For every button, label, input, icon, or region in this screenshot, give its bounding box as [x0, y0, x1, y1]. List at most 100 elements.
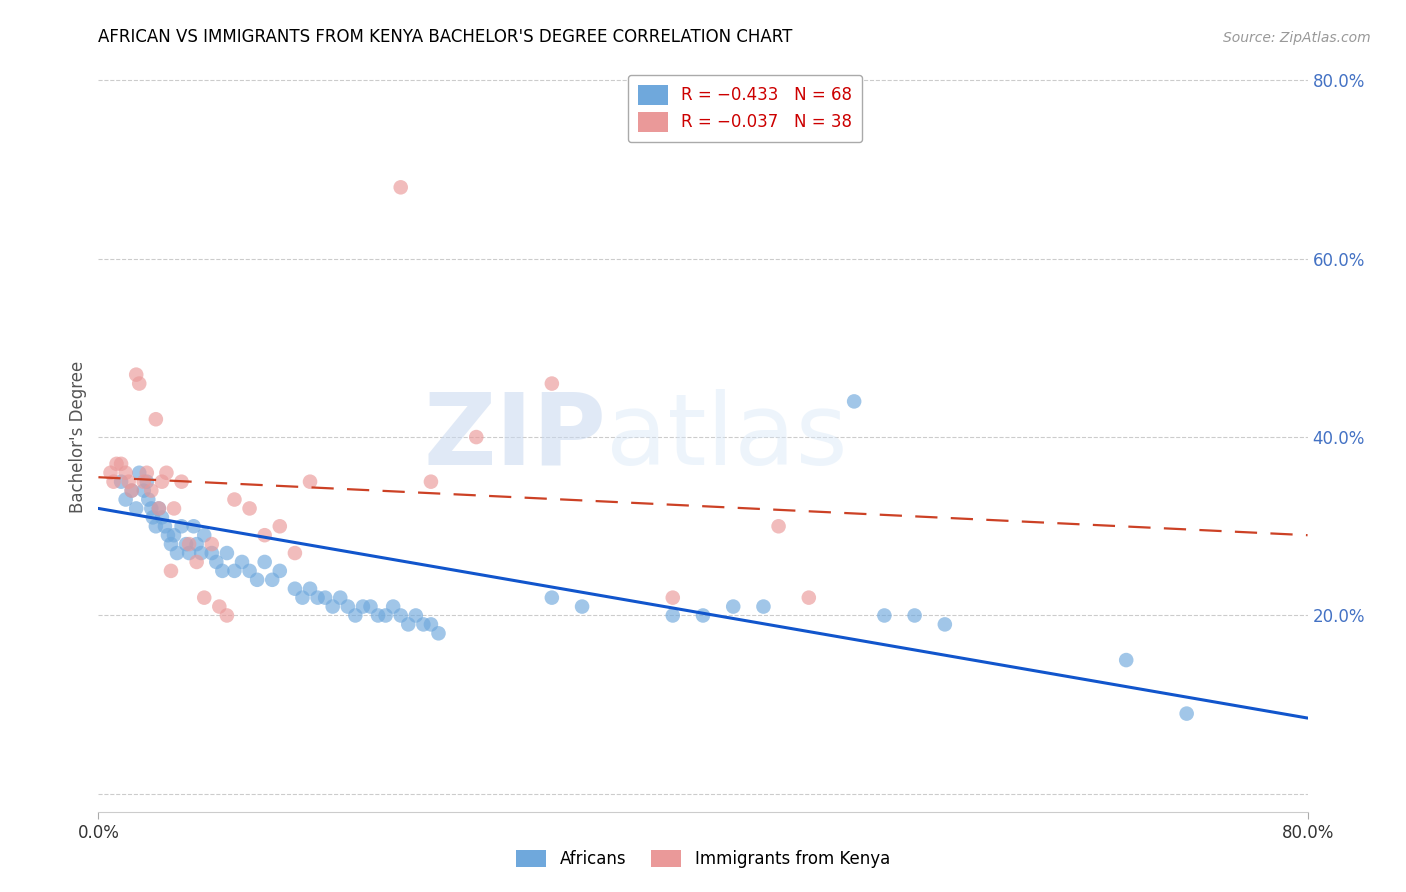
Point: [141, 501, 163, 516]
Text: atlas: atlas: [606, 389, 848, 485]
Point: [934, 617, 956, 632]
Point: [148, 501, 170, 516]
Point: [150, 510, 173, 524]
Point: [145, 519, 167, 533]
Point: [284, 546, 307, 560]
Point: [193, 591, 215, 605]
Point: [148, 501, 170, 516]
Point: [128, 466, 150, 480]
Point: [153, 519, 176, 533]
Point: [768, 519, 790, 533]
Point: [110, 475, 132, 489]
Point: [420, 475, 443, 489]
Point: [269, 564, 291, 578]
Point: [166, 546, 188, 560]
Point: [253, 555, 276, 569]
Point: [299, 475, 322, 489]
Point: [224, 492, 246, 507]
Point: [156, 528, 179, 542]
Point: [307, 591, 329, 605]
Point: [389, 180, 412, 194]
Point: [105, 457, 128, 471]
Point: [163, 501, 186, 516]
Point: [797, 591, 820, 605]
Point: [336, 599, 359, 614]
Text: AFRICAN VS IMMIGRANTS FROM KENYA BACHELOR'S DEGREE CORRELATION CHART: AFRICAN VS IMMIGRANTS FROM KENYA BACHELO…: [98, 28, 793, 45]
Point: [374, 608, 396, 623]
Legend: Africans, Immigrants from Kenya: Africans, Immigrants from Kenya: [509, 843, 897, 875]
Point: [142, 510, 165, 524]
Point: [352, 599, 374, 614]
Point: [314, 591, 336, 605]
Point: [396, 617, 419, 632]
Point: [389, 608, 412, 623]
Point: [291, 591, 314, 605]
Point: [692, 608, 714, 623]
Point: [190, 546, 212, 560]
Point: [170, 475, 193, 489]
Point: [239, 564, 262, 578]
Point: [118, 475, 141, 489]
Legend: R = −0.433   N = 68, R = −0.037   N = 38: R = −0.433 N = 68, R = −0.037 N = 38: [628, 75, 862, 142]
Point: [465, 430, 488, 444]
Point: [239, 501, 262, 516]
Point: [540, 376, 562, 391]
Point: [299, 582, 322, 596]
Point: [183, 519, 205, 533]
Point: [205, 555, 228, 569]
Point: [253, 528, 276, 542]
Point: [103, 475, 125, 489]
Point: [150, 475, 173, 489]
Point: [125, 368, 148, 382]
Point: [367, 608, 389, 623]
Point: [382, 599, 405, 614]
Point: [179, 537, 201, 551]
Point: [132, 483, 155, 498]
Point: [100, 466, 122, 480]
Point: [155, 466, 177, 480]
Point: [141, 483, 163, 498]
Point: [231, 555, 253, 569]
Point: [114, 492, 136, 507]
Point: [179, 546, 201, 560]
Point: [110, 457, 132, 471]
Point: [224, 564, 246, 578]
Point: [1175, 706, 1198, 721]
Point: [873, 608, 896, 623]
Point: [193, 528, 215, 542]
Point: [904, 608, 927, 623]
Point: [844, 394, 866, 409]
Point: [360, 599, 382, 614]
Point: [160, 537, 183, 551]
Text: Source: ZipAtlas.com: Source: ZipAtlas.com: [1223, 31, 1371, 45]
Point: [170, 519, 193, 533]
Point: [1115, 653, 1137, 667]
Point: [135, 466, 157, 480]
Point: [661, 608, 683, 623]
Point: [201, 537, 224, 551]
Point: [752, 599, 775, 614]
Point: [145, 412, 167, 426]
Point: [121, 483, 143, 498]
Point: [246, 573, 269, 587]
Point: [160, 564, 183, 578]
Point: [661, 591, 683, 605]
Point: [405, 608, 427, 623]
Point: [121, 483, 143, 498]
Point: [174, 537, 197, 551]
Point: [329, 591, 352, 605]
Point: [215, 608, 238, 623]
Point: [136, 492, 159, 507]
Point: [163, 528, 186, 542]
Point: [427, 626, 450, 640]
Point: [420, 617, 443, 632]
Point: [211, 564, 233, 578]
Point: [723, 599, 745, 614]
Point: [344, 608, 367, 623]
Point: [262, 573, 284, 587]
Point: [208, 599, 231, 614]
Point: [201, 546, 224, 560]
Text: ZIP: ZIP: [423, 389, 606, 485]
Point: [322, 599, 344, 614]
Point: [571, 599, 593, 614]
